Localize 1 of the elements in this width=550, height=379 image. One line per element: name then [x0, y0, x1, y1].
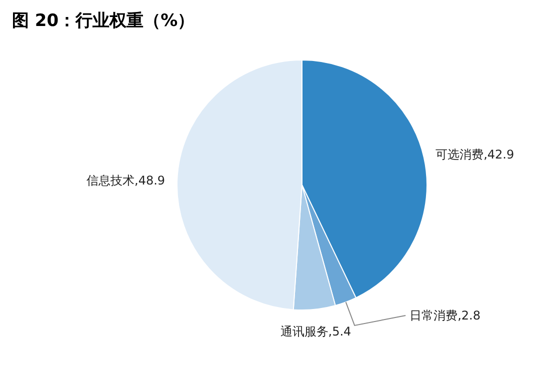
title: 图 20：行业权重（%） [12, 11, 195, 31]
